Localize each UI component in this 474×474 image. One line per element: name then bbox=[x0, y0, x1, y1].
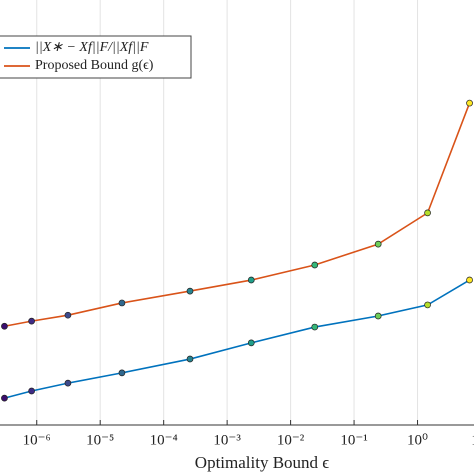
data-point bbox=[247, 339, 255, 347]
x-tick-label: 10⁻⁴ bbox=[150, 432, 178, 448]
data-point bbox=[1, 394, 8, 402]
data-point bbox=[186, 355, 194, 363]
x-tick-label: 10⁻⁶ bbox=[23, 432, 51, 448]
series-line bbox=[4, 102, 471, 328]
data-point bbox=[1, 322, 8, 330]
data-point bbox=[424, 209, 431, 217]
legend-label: ||X∗ − Xf||F/||Xf||F bbox=[35, 40, 149, 55]
data-point bbox=[118, 369, 126, 377]
data-point bbox=[28, 387, 35, 395]
legend-label: Proposed Bound g(ϵ) bbox=[35, 58, 154, 73]
data-point bbox=[374, 312, 382, 320]
data-point bbox=[374, 240, 382, 248]
data-point bbox=[247, 276, 255, 284]
data-point bbox=[466, 276, 473, 284]
x-axis-label: Optimality Bound ϵ bbox=[195, 453, 330, 472]
plot bbox=[1, 99, 473, 402]
x-tick-label: 10⁻³ bbox=[213, 432, 241, 448]
data-point bbox=[28, 317, 35, 325]
x-tick-label: 10⁰ bbox=[407, 432, 428, 448]
data-point bbox=[311, 323, 319, 331]
legend: ||X∗ − Xf||F/||Xf||F Proposed Bound g(ϵ) bbox=[0, 35, 192, 79]
series-line bbox=[4, 279, 470, 399]
legend-box bbox=[0, 35, 192, 79]
x-tick-label: 10⁻¹ bbox=[340, 432, 367, 448]
data-point bbox=[186, 287, 194, 295]
x-tick-label: 10⁻² bbox=[277, 432, 305, 448]
x-tick-label: 10⁻⁵ bbox=[86, 432, 114, 448]
data-point bbox=[424, 301, 431, 309]
x-tick-label: 10¹ bbox=[471, 432, 474, 448]
data-point bbox=[118, 299, 126, 307]
data-point bbox=[64, 379, 72, 387]
data-point bbox=[466, 99, 473, 107]
data-point bbox=[311, 261, 319, 269]
data-point bbox=[64, 311, 72, 319]
